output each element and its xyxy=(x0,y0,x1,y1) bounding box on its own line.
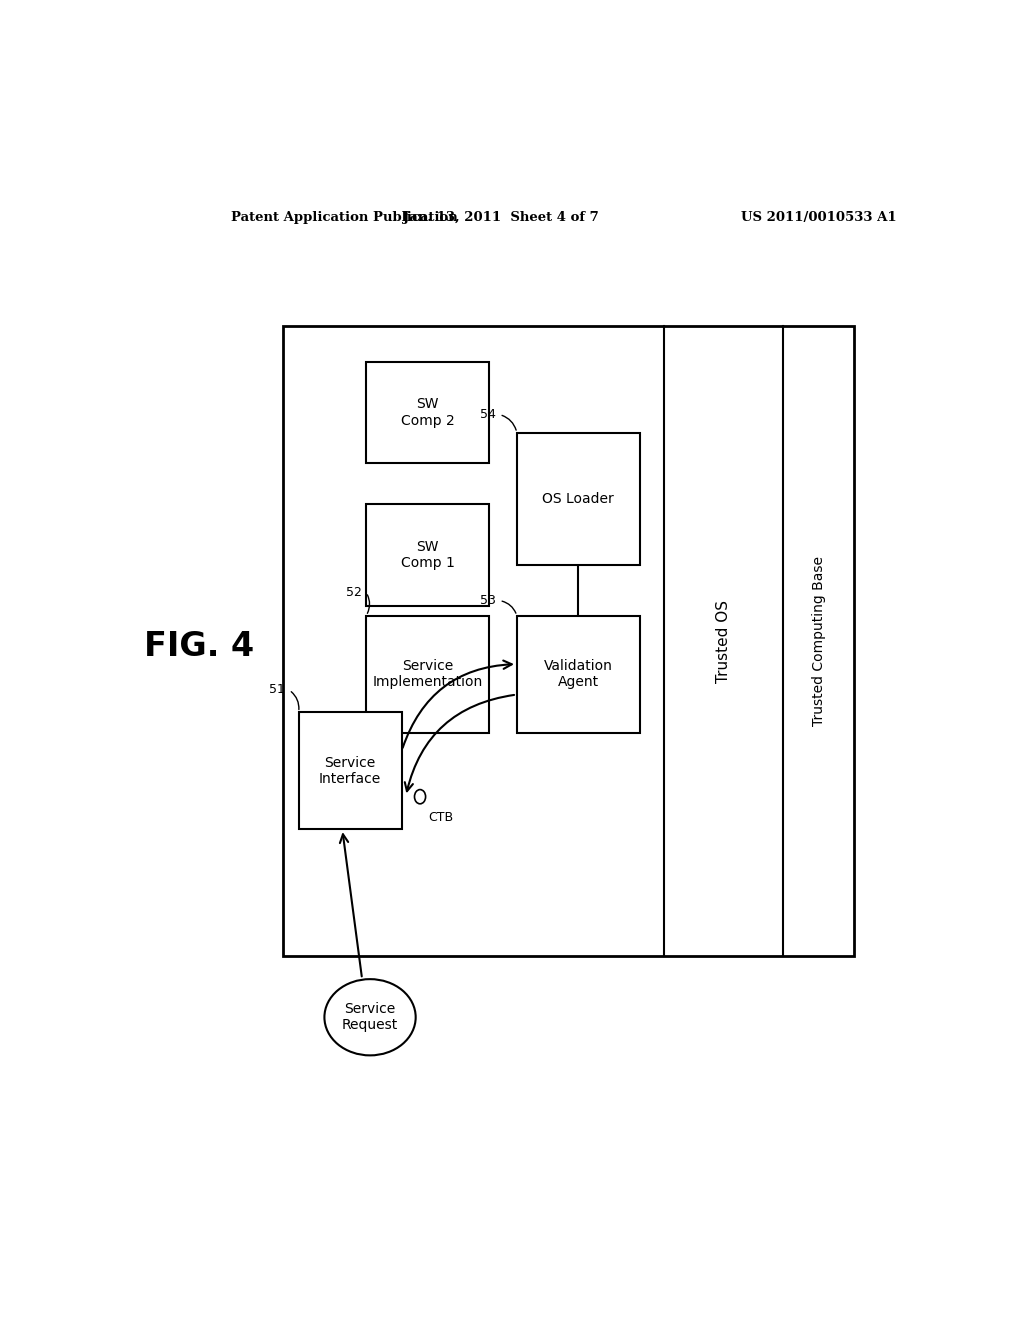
Text: Service
Request: Service Request xyxy=(342,1002,398,1032)
Ellipse shape xyxy=(325,979,416,1056)
Bar xyxy=(517,433,640,565)
Bar xyxy=(367,362,489,463)
FancyArrowPatch shape xyxy=(402,660,512,748)
FancyArrowPatch shape xyxy=(404,694,514,791)
Text: 51: 51 xyxy=(269,684,285,697)
Text: 52: 52 xyxy=(346,586,362,599)
Bar xyxy=(517,615,640,733)
Text: OS Loader: OS Loader xyxy=(543,492,614,506)
Text: CTB: CTB xyxy=(428,810,453,824)
Text: US 2011/0010533 A1: US 2011/0010533 A1 xyxy=(740,211,896,224)
Text: SW
Comp 2: SW Comp 2 xyxy=(400,397,455,428)
Bar xyxy=(283,326,854,956)
Text: Patent Application Publication: Patent Application Publication xyxy=(231,211,458,224)
Text: FIG. 4: FIG. 4 xyxy=(144,630,255,663)
Circle shape xyxy=(415,789,426,804)
Text: Trusted Computing Base: Trusted Computing Base xyxy=(812,556,825,726)
Text: Trusted OS: Trusted OS xyxy=(717,599,731,682)
Text: 53: 53 xyxy=(479,594,496,607)
Text: 54: 54 xyxy=(479,408,496,421)
Bar xyxy=(367,504,489,606)
Text: Jan. 13, 2011  Sheet 4 of 7: Jan. 13, 2011 Sheet 4 of 7 xyxy=(403,211,599,224)
Text: SW
Comp 1: SW Comp 1 xyxy=(400,540,455,570)
Bar xyxy=(367,615,489,733)
Text: Service
Implementation: Service Implementation xyxy=(373,659,482,689)
Text: Validation
Agent: Validation Agent xyxy=(544,659,612,689)
Bar xyxy=(299,713,401,829)
Text: Service
Interface: Service Interface xyxy=(319,755,381,785)
